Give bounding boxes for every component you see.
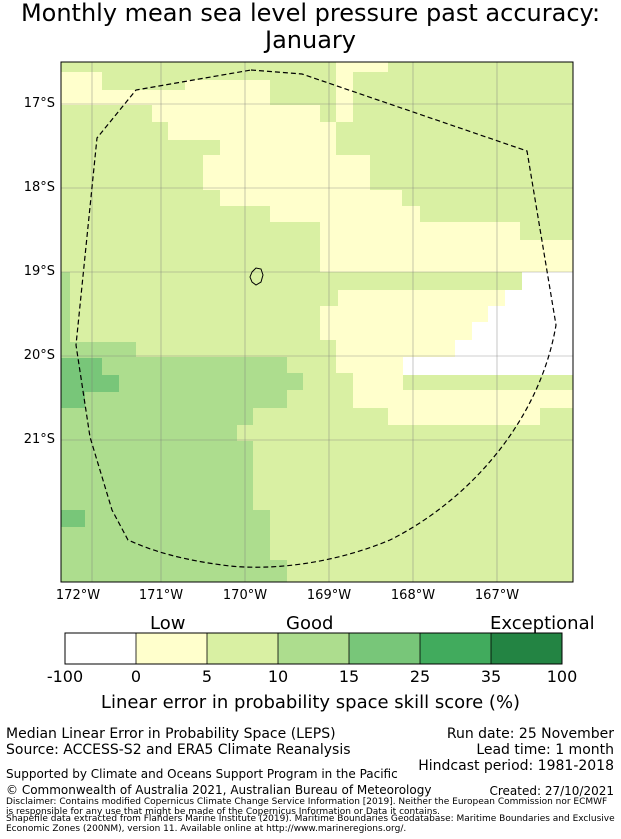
colorbar-tick: 15	[338, 667, 360, 686]
source-text: Source: ACCESS-S2 and ERA5 Climate Reana…	[6, 742, 351, 758]
disclaimer-text: Disclaimer: Contains modified Copernicus…	[6, 797, 608, 817]
colorbar-label-good: Good	[286, 613, 334, 634]
good-skill-area-southwest	[61, 342, 303, 582]
colorbar-segment-7	[491, 633, 562, 664]
island-outline	[249, 267, 264, 286]
good-skill-patch-lower	[61, 510, 85, 527]
map-panel	[61, 62, 573, 582]
method-text: Median Linear Error in Probability Space…	[6, 726, 336, 742]
lat-label-20s: 20°S	[23, 348, 55, 363]
eez-boundary	[75, 69, 557, 568]
skill-region-good-c	[61, 358, 119, 527]
colorbar-segment-2	[136, 633, 207, 664]
lat-label-18s: 18°S	[23, 180, 55, 195]
colorbar-segment-4	[278, 633, 349, 664]
lon-label-167w: 167°W	[474, 588, 520, 603]
map-gridlines	[61, 62, 573, 582]
support-text: Supported by Climate and Oceans Support …	[6, 767, 398, 781]
colorbar-frame	[64, 632, 563, 665]
lon-label-169w: 169°W	[306, 588, 352, 603]
colorbar-segment-5	[349, 633, 420, 664]
shapefile-text: Shapefile data extracted from Flanders M…	[6, 814, 615, 834]
lon-label-172w: 172°W	[55, 588, 101, 603]
colorbar-segment-1	[65, 633, 136, 664]
map-frame	[60, 61, 574, 583]
colorbar	[64, 632, 563, 665]
title-line-2: January	[265, 26, 356, 54]
title-line-1: Monthly mean sea level pressure past acc…	[20, 0, 601, 27]
colorbar-tick: 100	[546, 667, 578, 686]
skill-region-good-b	[61, 272, 303, 582]
colorbar-tick: 10	[267, 667, 289, 686]
lat-label-19s: 19°S	[23, 264, 55, 279]
good-skill-patch-upper	[61, 358, 119, 408]
lon-label-170w: 170°W	[222, 588, 268, 603]
skill-region-low	[61, 62, 573, 425]
lon-label-171w: 171°W	[138, 588, 184, 603]
lat-label-21s: 21°S	[23, 432, 55, 447]
no-skill-area-east	[403, 272, 573, 375]
page-title: Monthly mean sea level pressure past acc…	[0, 0, 621, 54]
colorbar-dividers	[135, 633, 492, 664]
colorbar-segment-6	[420, 633, 491, 664]
colorbar-tick: 35	[480, 667, 502, 686]
skill-region-none	[403, 272, 573, 375]
colorbar-title: Linear error in probability space skill …	[100, 692, 521, 713]
colorbar-tick: 25	[409, 667, 431, 686]
run-date-text: Run date: 25 November	[446, 726, 614, 742]
colorbar-tick: 5	[201, 667, 213, 686]
created-text: Created: 27/10/2021	[489, 784, 614, 798]
colorbar-tick: -100	[46, 667, 84, 686]
colorbar-label-low: Low	[150, 613, 186, 634]
lead-time-text: Lead time: 1 month	[476, 742, 614, 758]
hindcast-text: Hindcast period: 1981-2018	[418, 758, 614, 774]
low-skill-area-northwest	[61, 62, 573, 272]
colorbar-label-exceptional: Exceptional	[490, 613, 595, 634]
lat-label-17s: 17°S	[23, 96, 55, 111]
lon-label-168w: 168°W	[390, 588, 436, 603]
good-skill-strip-west	[61, 272, 70, 342]
copyright-text: © Commonwealth of Australia 2021, Austra…	[6, 783, 432, 797]
colorbar-segment-3	[207, 633, 278, 664]
colorbar-tick: 0	[130, 667, 142, 686]
low-skill-area-east	[320, 290, 573, 425]
